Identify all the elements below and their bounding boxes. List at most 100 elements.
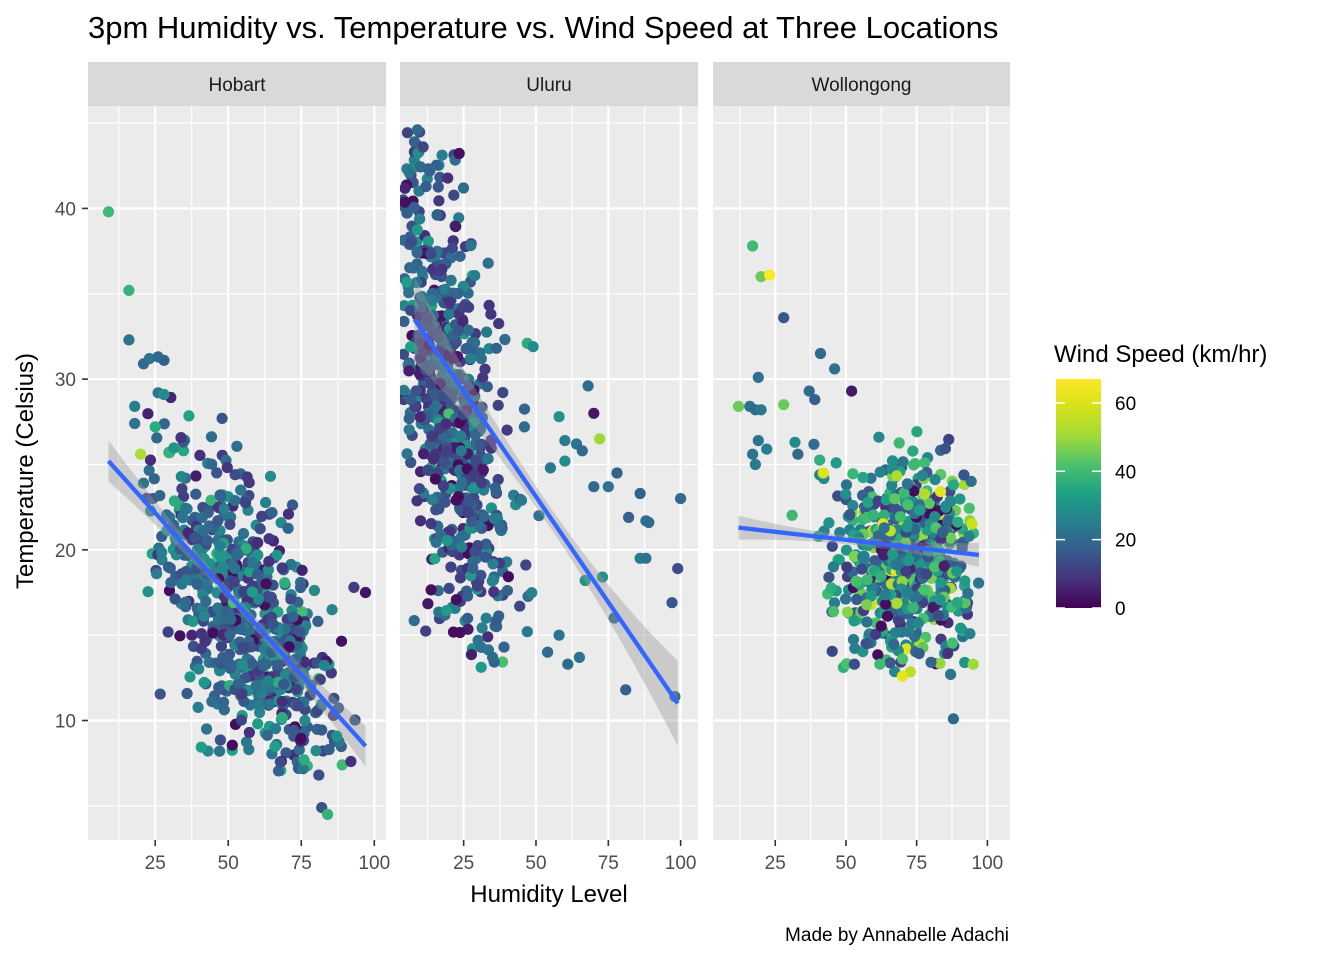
scatter-point [246,658,258,670]
scatter-point [844,508,856,521]
scatter-point [886,479,898,491]
scatter-point [623,511,635,523]
scatter-point [235,714,247,726]
scatter-point [263,556,275,568]
scatter-point [875,620,887,632]
scatter-point [823,517,835,529]
scatter-point [447,626,460,638]
scatter-point [496,656,509,668]
scatter-point [867,509,880,521]
scatter-point [643,516,655,529]
scatter-point [457,408,469,421]
scatter-point [848,615,860,627]
scatter-point [218,704,230,716]
scatter-point [929,561,941,573]
scatter-point [840,593,852,605]
scatter-point [872,530,885,542]
y-tick-label: 10 [55,712,76,733]
scatter-point [888,638,900,650]
scatter-point [478,510,490,523]
scatter-point [792,448,804,460]
scatter-point [830,457,842,469]
scatter-point [466,516,478,528]
scatter-point [477,372,489,384]
scatter-point [335,635,348,647]
scatter-point [162,561,175,573]
scatter-point [308,584,320,597]
scatter-point [499,333,511,346]
scatter-point [298,656,311,668]
scatter-point [840,479,853,491]
scatter-point [828,597,841,609]
scatter-point [457,316,469,328]
scatter-point [847,468,859,480]
scatter-point [490,342,502,354]
scatter-point [425,584,437,596]
x-tick-label: 75 [291,853,312,874]
scatter-point [481,381,493,393]
scatter-point [410,385,422,397]
scatter-point [229,562,241,575]
scatter-point [893,437,905,449]
scatter-point [946,637,959,649]
scatter-point [406,236,418,248]
strip-background [713,62,1010,106]
scatter-point [401,127,414,139]
scatter-point [165,577,177,589]
scatter-point [521,626,533,638]
scatter-point [588,481,600,493]
scatter-point [487,651,499,664]
scatter-point [482,631,494,643]
scatter-point [518,421,531,433]
scatter-point [250,680,262,692]
scatter-point [224,629,236,641]
scatter-point [423,321,435,333]
scatter-point [272,659,284,671]
scatter-point [469,337,481,349]
scatter-point [582,380,594,392]
scatter-point [959,575,971,587]
scatter-point [190,488,202,500]
x-tick-label: 100 [665,853,697,874]
scatter-point [271,549,283,561]
scatter-point [518,403,531,415]
scatter-point [420,364,432,376]
scatter-point [921,568,933,580]
scatter-point [177,445,190,457]
scatter-points [732,240,985,725]
scatter-point [290,683,303,695]
scatter-point [102,206,115,218]
scatter-point [817,467,829,479]
legend-title: Wind Speed (km/hr) [1054,341,1267,368]
scatter-point [293,626,306,638]
scatter-point [755,271,767,283]
scatter-point [201,723,213,735]
scatter-point [282,508,295,520]
scatter-point [252,537,264,549]
scatter-point [559,435,571,447]
legend-ticks: 0 20 40 60 [1056,394,1136,620]
scatter-point [544,462,557,474]
scatter-point [900,565,912,577]
scatter-point [891,470,903,482]
scatter-point [142,408,154,420]
scatter-point [123,334,135,346]
scatter-point [189,532,201,544]
scatter-point [944,495,957,507]
scatter-point [934,657,946,670]
scatter-point [872,649,884,661]
scatter-point [675,493,687,505]
scatter-point [262,675,274,687]
scatter-point [428,388,440,400]
x-tick-label: 100 [972,853,1004,874]
scatter-point [553,629,565,641]
scatter-point [438,390,450,402]
scatter-point [441,535,453,547]
scatter-point [414,161,427,173]
scatter-point [542,646,554,658]
scatter-point [467,562,479,574]
scatter-point [288,671,301,683]
scatter-point [938,560,950,572]
scatter-point [939,443,952,455]
